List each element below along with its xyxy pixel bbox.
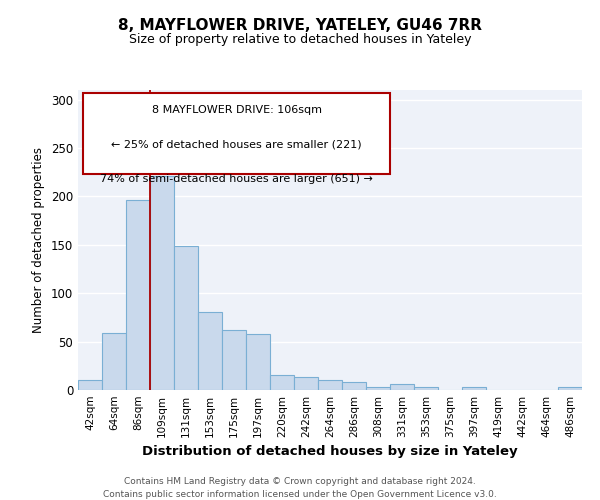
Bar (342, 382, 366, 390)
Bar (78, 380, 102, 390)
Bar (390, 384, 414, 390)
Y-axis label: Number of detached properties: Number of detached properties (32, 147, 46, 333)
Bar (246, 334, 270, 390)
FancyBboxPatch shape (83, 93, 391, 174)
Bar (270, 374, 294, 390)
Bar (558, 387, 582, 390)
Bar (174, 246, 198, 390)
Text: 8, MAYFLOWER DRIVE, YATELEY, GU46 7RR: 8, MAYFLOWER DRIVE, YATELEY, GU46 7RR (118, 18, 482, 32)
X-axis label: Distribution of detached houses by size in Yateley: Distribution of detached houses by size … (142, 446, 518, 458)
Text: ← 25% of detached houses are smaller (221): ← 25% of detached houses are smaller (22… (112, 140, 362, 149)
Bar (462, 387, 486, 390)
Text: 74% of semi-detached houses are larger (651) →: 74% of semi-detached houses are larger (… (100, 174, 373, 184)
Bar (294, 378, 318, 390)
Text: 8 MAYFLOWER DRIVE: 106sqm: 8 MAYFLOWER DRIVE: 106sqm (152, 105, 322, 115)
Text: Contains public sector information licensed under the Open Government Licence v3: Contains public sector information licen… (103, 490, 497, 499)
Text: Size of property relative to detached houses in Yateley: Size of property relative to detached ho… (129, 32, 471, 46)
Bar (150, 176, 174, 390)
Text: Contains HM Land Registry data © Crown copyright and database right 2024.: Contains HM Land Registry data © Crown c… (124, 478, 476, 486)
Bar (222, 330, 246, 390)
Bar (198, 312, 222, 390)
Bar (318, 380, 342, 390)
Bar (366, 387, 390, 390)
Bar (102, 333, 126, 390)
Bar (414, 387, 438, 390)
Bar (126, 200, 150, 390)
